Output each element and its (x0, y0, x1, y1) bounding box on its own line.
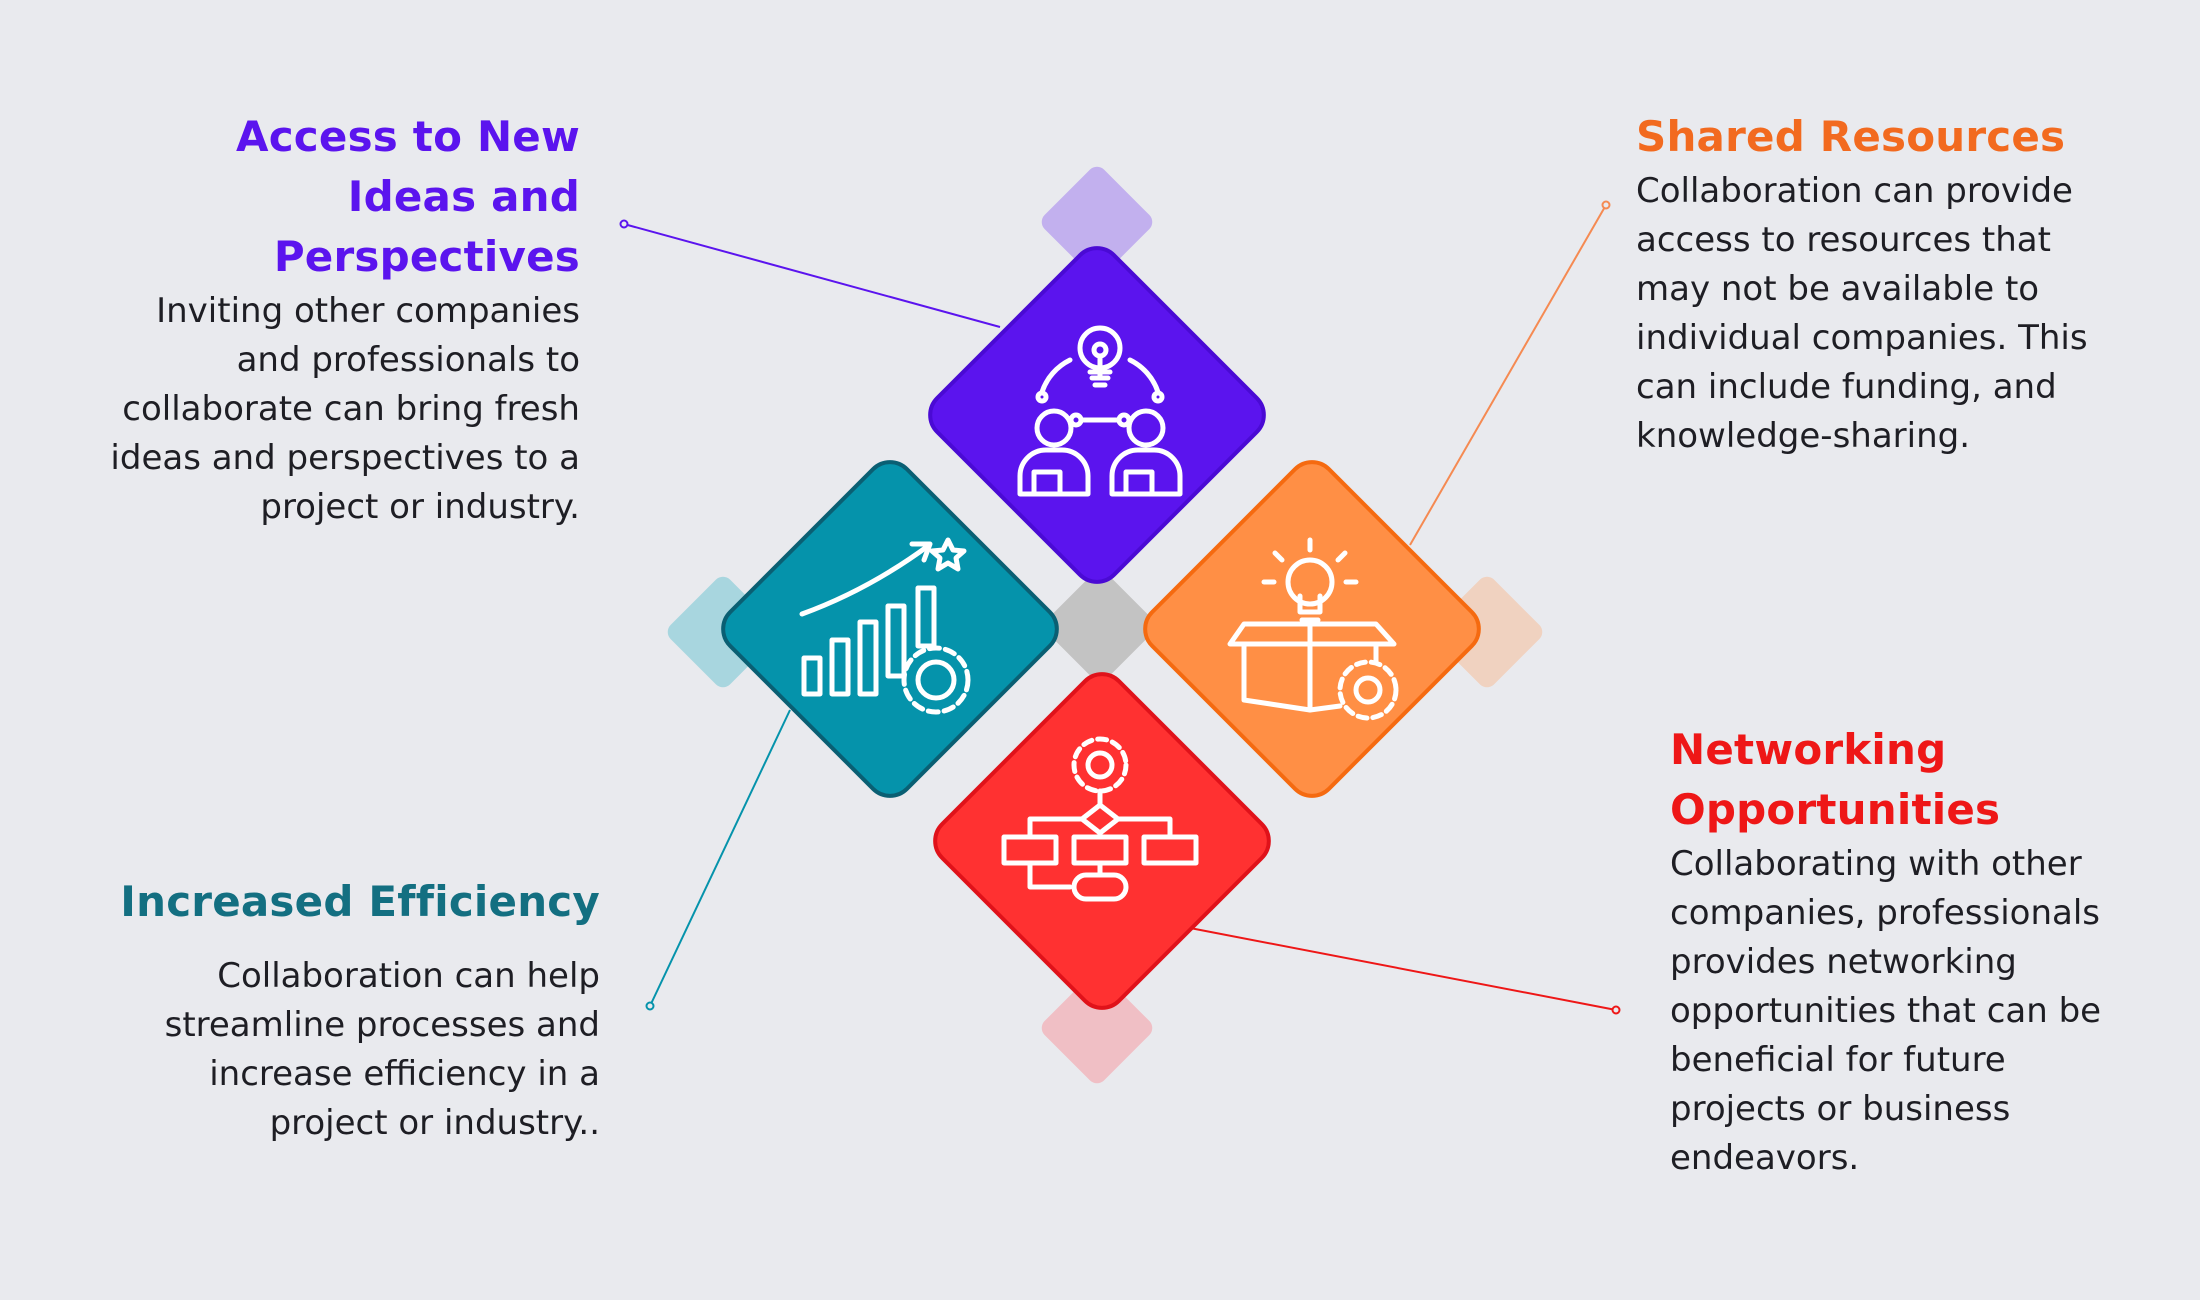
description-line: provides networking (1670, 942, 2017, 982)
center-diamond (1044, 570, 1156, 682)
description-line: access to resources that (1636, 220, 2051, 260)
description-line: companies, professionals (1670, 893, 2100, 933)
connector-dot-bottom-right (1611, 1005, 1621, 1015)
title-line: Perspectives (273, 232, 580, 281)
title-line: Shared Resources (1636, 112, 2066, 161)
title-line: Networking (1670, 725, 1947, 774)
title-line: Ideas and (347, 172, 580, 221)
section-title-shared-resources: Shared Resources (1636, 107, 2176, 167)
connector-bottom-left (649, 709, 791, 1007)
description-line: projects or business (1670, 1089, 2011, 1129)
accent-diamond-left (667, 576, 779, 688)
diamond-red (933, 672, 1271, 1010)
diamond-purple (928, 246, 1266, 584)
description-line: Inviting other companies (156, 291, 580, 331)
flowchart-gear-icon (1001, 736, 1199, 902)
section-description-shared-resources: Collaboration can provide access to reso… (1636, 167, 2176, 461)
connector-dot-top-left (619, 219, 629, 229)
connector-bottom-right (1189, 927, 1617, 1011)
connector-lines (619, 200, 1621, 1015)
section-description-efficiency: Collaboration can help streamline proces… (60, 952, 600, 1148)
title-line: Increased Efficiency (120, 877, 600, 926)
description-line: can include funding, and (1636, 367, 2057, 407)
description-line: may not be available to (1636, 269, 2040, 309)
section-networking-opportunities: Networking Opportunities Collaborating w… (1670, 720, 2190, 1183)
description-line: increase efficiency in a (209, 1054, 600, 1094)
description-line: collaborate can bring fresh (122, 389, 580, 429)
section-shared-resources: Shared Resources Collaboration can provi… (1636, 107, 2176, 461)
connector-top-right (1409, 204, 1607, 546)
description-line: ideas and perspectives to a (110, 438, 580, 478)
description-line: Collaboration can provide (1636, 171, 2073, 211)
accent-diamond-bottom (1041, 972, 1153, 1084)
section-increased-efficiency: Increased Efficiency Collaboration can h… (60, 872, 600, 1148)
description-line: Collaborating with other (1670, 844, 2082, 884)
section-description-networking: Collaborating with other companies, prof… (1670, 840, 2190, 1183)
description-line: knowledge-sharing. (1636, 416, 1971, 456)
accent-diamonds (667, 166, 1543, 1084)
description-line: endeavors. (1670, 1138, 1860, 1178)
description-line: streamline processes and (164, 1005, 600, 1045)
description-line: and professionals to (236, 340, 580, 380)
connector-top-left (623, 223, 1001, 328)
description-line: Collaboration can help (217, 956, 600, 996)
section-description-ideas: Inviting other companies and professiona… (60, 287, 580, 532)
connector-dot-bottom-left (645, 1001, 655, 1011)
section-title-efficiency: Increased Efficiency (60, 872, 600, 932)
connector-dot-top-right (1601, 200, 1611, 210)
description-line: project or industry. (260, 487, 580, 527)
diamond-teal (721, 460, 1059, 798)
description-line: beneficial for future (1670, 1040, 2006, 1080)
accent-diamond-top (1041, 166, 1153, 278)
title-line: Opportunities (1670, 785, 2001, 834)
teamwork-idea-icon (1017, 325, 1183, 497)
accent-diamond-right (1431, 576, 1543, 688)
idea-box-gear-icon (1227, 537, 1399, 721)
section-title-networking: Networking Opportunities (1670, 720, 2190, 840)
diamond-orange (1143, 460, 1481, 798)
section-title-ideas: Access to New Ideas and Perspectives (60, 107, 580, 287)
description-line: project or industry.. (269, 1103, 600, 1143)
title-line: Access to New (236, 112, 580, 161)
description-line: opportunities that can be (1670, 991, 2102, 1031)
growth-chart-gear-icon (799, 537, 971, 715)
section-ideas-perspectives: Access to New Ideas and Perspectives Inv… (60, 107, 580, 532)
description-line: individual companies. This (1636, 318, 2088, 358)
